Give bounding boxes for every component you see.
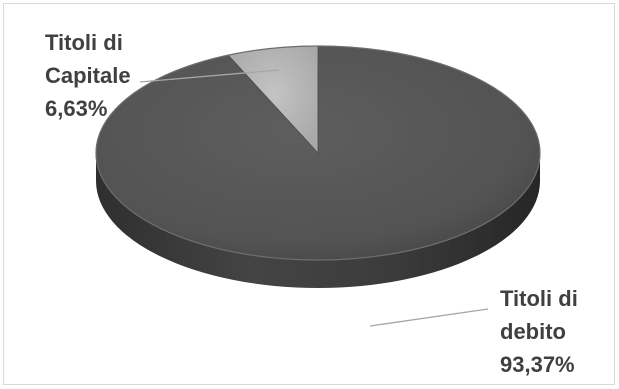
leader-line-1: [369, 308, 489, 327]
pie-rim: [95, 45, 541, 261]
data-labels: Titoli di Capitale 6,63% Titoli di debito 93,…: [45, 30, 578, 377]
data-label-0-line-0: Titoli di: [45, 30, 123, 55]
leader-lines: [139, 69, 489, 327]
data-label-0-line-2: 6,63%: [45, 96, 107, 121]
pie-top-layer: [95, 45, 541, 261]
pie-side-band: [96, 153, 540, 288]
pie-side-layer: [96, 153, 540, 288]
data-label-1-line-1: debito: [500, 319, 566, 344]
data-label-1-line-2: 93,37%: [500, 352, 575, 377]
data-label-0-line-1: Capitale: [45, 63, 131, 88]
data-label-1-line-0: Titoli di: [500, 286, 578, 311]
pie-slice-titoli-di-debito: [95, 45, 541, 261]
leader-line-0: [139, 69, 280, 83]
